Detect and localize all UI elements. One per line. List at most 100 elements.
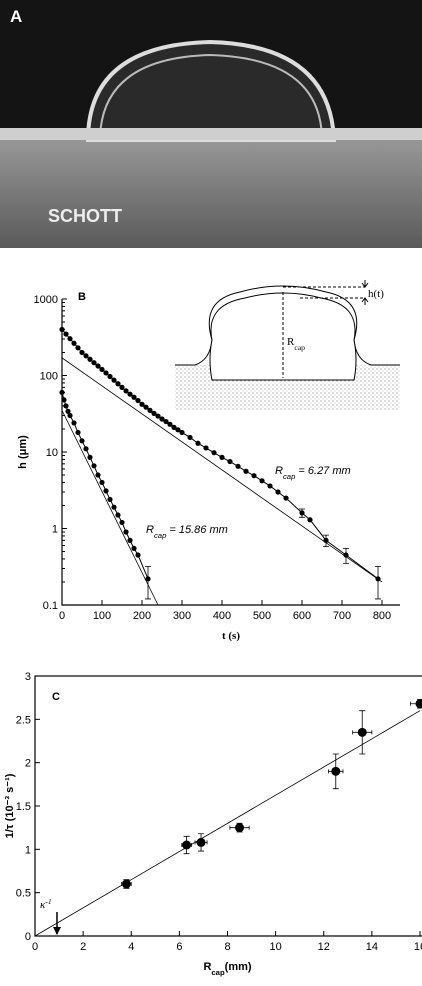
marker: [79, 438, 85, 444]
marker: [143, 404, 149, 410]
marker: [63, 403, 69, 409]
marker: [182, 840, 192, 850]
marker: [107, 373, 113, 380]
marker: [107, 496, 113, 503]
y-tick-label: 0.5: [16, 888, 31, 900]
marker: [131, 545, 137, 551]
marker: [219, 454, 225, 460]
marker: [103, 488, 109, 494]
marker: [67, 412, 73, 419]
x-tick-label: 500: [253, 610, 271, 622]
series-annotation: Rcap = 15.86 mm: [146, 524, 228, 540]
marker: [163, 418, 169, 425]
y-tick-label: 1.5: [16, 801, 31, 813]
x-tick-label: 200: [133, 610, 151, 622]
marker: [343, 552, 349, 558]
x-tick-label: 10: [270, 941, 282, 953]
y-tick-label: 1: [52, 524, 58, 536]
x-tick-label: 4: [128, 941, 134, 953]
marker: [375, 576, 381, 582]
series-annotation-rest: = 6.27 mm: [295, 465, 350, 477]
marker: [139, 401, 145, 407]
marker: [267, 483, 273, 489]
marker: [155, 413, 161, 419]
marker: [299, 510, 305, 516]
marker: [179, 429, 185, 436]
marker: [159, 416, 165, 422]
marker: [283, 495, 289, 501]
marker: [131, 394, 137, 400]
y-axis-label: h (μm): [17, 435, 29, 469]
kappa-annotation-main: κ: [40, 899, 46, 911]
marker: [331, 766, 341, 776]
x-tick-label: 2: [80, 941, 86, 953]
y-tick-label: 1000: [34, 294, 58, 306]
inset-label: Rcap: [287, 336, 305, 352]
marker: [203, 445, 209, 451]
marker: [65, 408, 71, 414]
series-annotation-sub: cap: [154, 531, 167, 540]
x-tick-label: 600: [293, 610, 311, 622]
marker: [123, 529, 129, 535]
x-tick-label: 300: [173, 610, 191, 622]
marker: [307, 517, 313, 523]
marker: [415, 699, 422, 709]
marker: [357, 727, 367, 737]
y-tick-label: 0.1: [43, 600, 58, 612]
x-axis-label: Rcap(mm): [203, 961, 251, 977]
marker: [75, 345, 81, 351]
x-axis-label-main: R: [203, 961, 211, 973]
marker: [243, 468, 249, 474]
marker: [83, 353, 89, 359]
marker: [115, 381, 121, 387]
y-tick-label: 3: [25, 671, 31, 683]
marker: [59, 389, 65, 396]
marker: [103, 370, 109, 376]
marker: [195, 440, 201, 446]
marker: [123, 388, 129, 394]
y-tick-label: 10: [46, 447, 58, 459]
marker: [91, 360, 97, 366]
x-tick-label: 12: [318, 941, 330, 953]
series-line: [61, 392, 149, 579]
inset-label: h(t): [368, 288, 384, 300]
marker: [196, 837, 206, 847]
fit-line: [61, 410, 159, 606]
marker: [135, 397, 141, 404]
marker: [145, 576, 151, 582]
marker: [175, 427, 181, 433]
marker: [171, 424, 177, 430]
marker: [87, 454, 93, 460]
marker: [127, 537, 133, 543]
marker: [119, 519, 125, 526]
marker: [227, 458, 233, 465]
error-bar: [145, 565, 151, 600]
y-tick-label: 1: [25, 844, 31, 856]
axis-frame: [34, 675, 422, 937]
marker: [63, 331, 69, 337]
series-annotation-main: R: [275, 465, 283, 477]
marker: [259, 478, 265, 484]
marker: [91, 463, 97, 469]
x-axis-label: t (s): [222, 630, 240, 642]
y-tick-label: 2.5: [16, 714, 31, 726]
marker: [79, 349, 85, 356]
marker: [135, 552, 141, 558]
series-annotation-main: R: [146, 524, 154, 536]
marker: [235, 823, 245, 833]
marker: [61, 397, 67, 403]
x-axis-label-rest: (mm): [225, 961, 252, 973]
series-annotation-sub: cap: [283, 472, 296, 481]
series-annotation: Rcap = 6.27 mm: [275, 465, 351, 481]
marker: [119, 384, 125, 390]
marker: [187, 434, 193, 441]
x-tick-label: 700: [333, 610, 351, 622]
y-tick-label: 100: [40, 371, 58, 383]
y-tick-label: 0: [25, 931, 31, 943]
marker: [121, 879, 131, 889]
x-axis-label-sub: cap: [211, 968, 225, 977]
inset-label-sub: cap: [294, 343, 305, 352]
y-axis-label: 1/τ (10⁻³ s⁻¹): [4, 773, 16, 838]
marker: [211, 450, 217, 456]
marker: [251, 473, 257, 479]
